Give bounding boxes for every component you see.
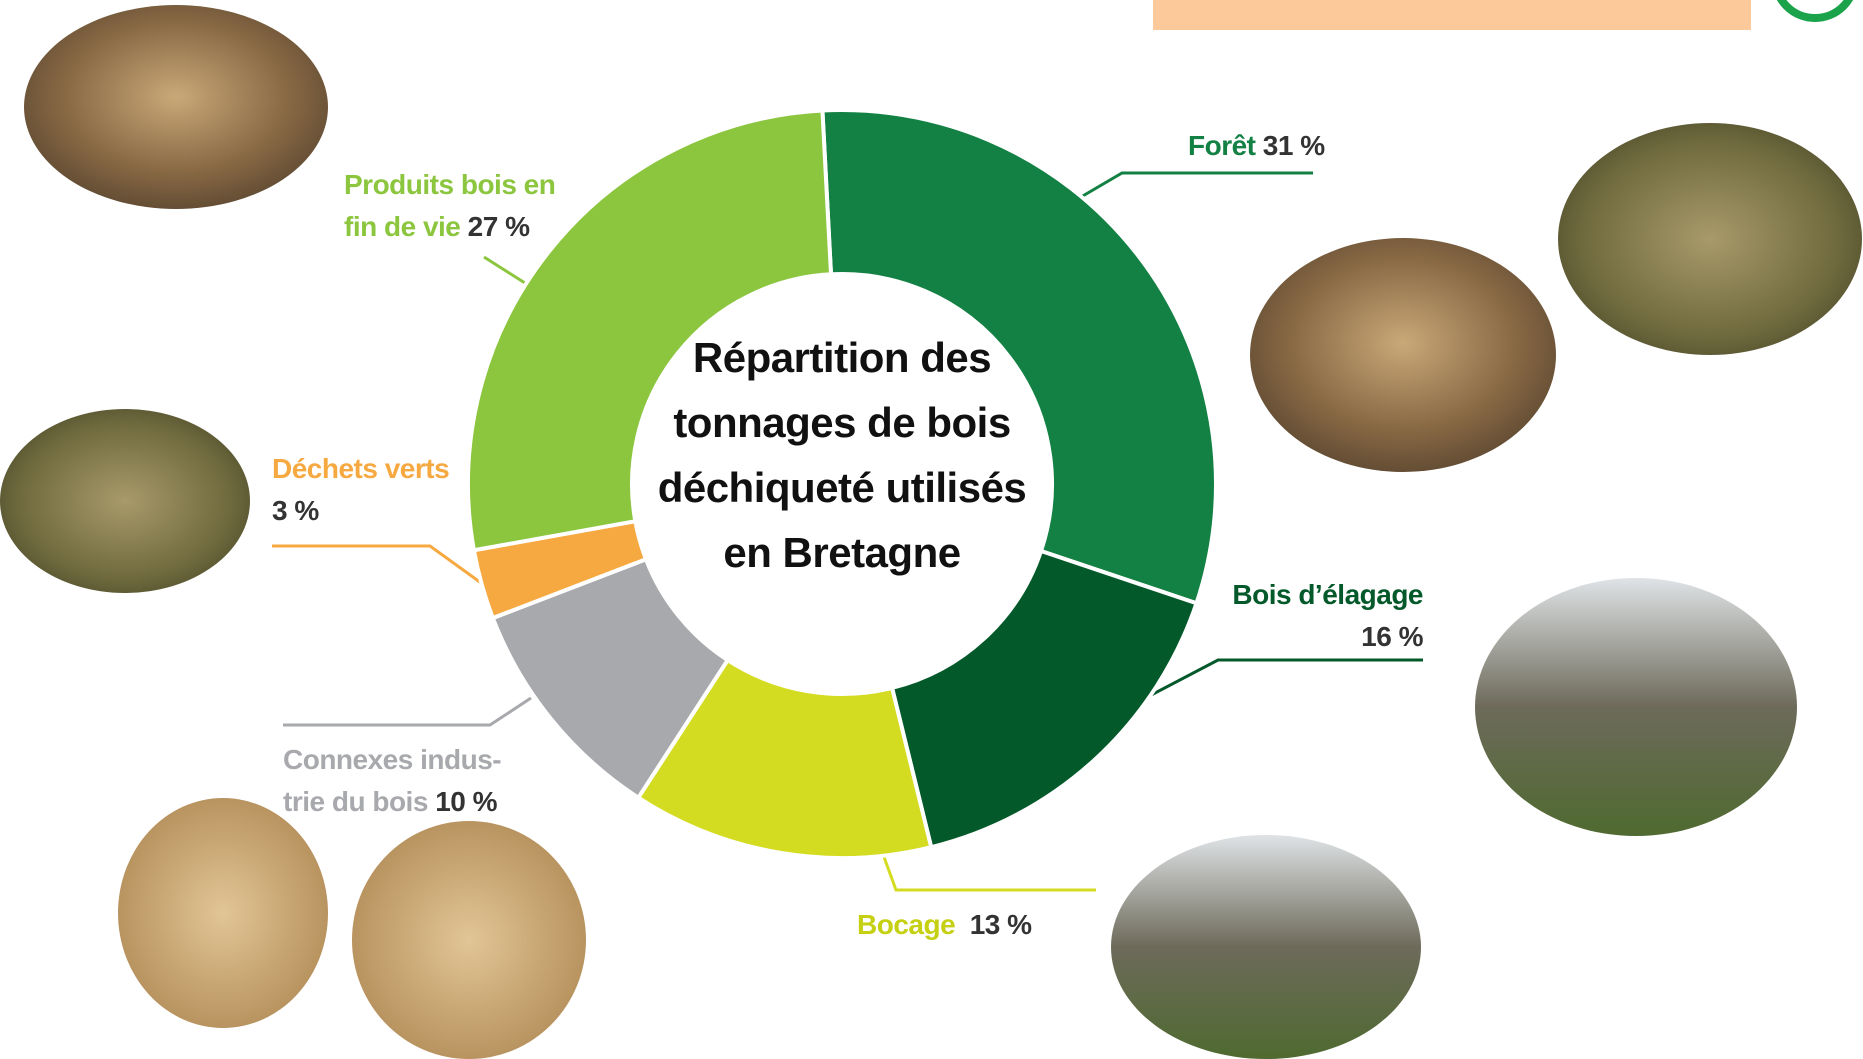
value-label: 27 % [467, 211, 530, 242]
leader-line [283, 696, 532, 727]
category-label: Forêt [1188, 130, 1256, 161]
logo [1776, 0, 1854, 22]
donut [466, 108, 1218, 860]
label: Bocage 13 % [857, 904, 1032, 946]
label: Forêt 31 % [1188, 125, 1325, 167]
category-label: Bois d’élagage [1232, 579, 1423, 610]
leader-line [272, 544, 485, 587]
value-label: 31 % [1262, 130, 1325, 161]
photos [0, 5, 1862, 1059]
chart-title: Répartition des tonnages de bois déchiqu… [657, 334, 1027, 576]
photo [118, 798, 328, 1028]
leader-lines [272, 171, 1423, 892]
label: Produits bois en fin de vie 27 % [344, 164, 556, 248]
photo [24, 5, 328, 209]
leader-line [1080, 171, 1313, 199]
label: Déchets verts 3 % [272, 448, 450, 532]
value-label: 13 % [969, 909, 1032, 940]
category-label: Bocage [857, 909, 956, 940]
photo [1558, 123, 1862, 355]
label: Connexes indus- trie du bois 10 % [283, 739, 502, 823]
value-label: 10 % [435, 786, 498, 817]
photo [1111, 835, 1421, 1059]
donut-slice [820, 108, 1218, 606]
donut-slice [889, 548, 1200, 850]
category-label: Déchets verts [272, 453, 450, 484]
photo [0, 409, 250, 593]
photo [1250, 238, 1556, 472]
value-label: 3 % [272, 495, 319, 526]
leader-line [1133, 658, 1423, 706]
photo [352, 821, 586, 1059]
header-banner [1153, 0, 1751, 30]
label: Bois d’élagage 16 % [1200, 574, 1423, 658]
category-label: Connexes indus- trie du bois [283, 744, 502, 817]
leader-line [882, 856, 1096, 892]
leader-line [483, 255, 526, 285]
photo [1475, 578, 1797, 836]
category-label: Produits bois en fin de vie [344, 169, 556, 242]
value-label: 16 % [1361, 621, 1423, 652]
donut-slice [466, 108, 834, 553]
